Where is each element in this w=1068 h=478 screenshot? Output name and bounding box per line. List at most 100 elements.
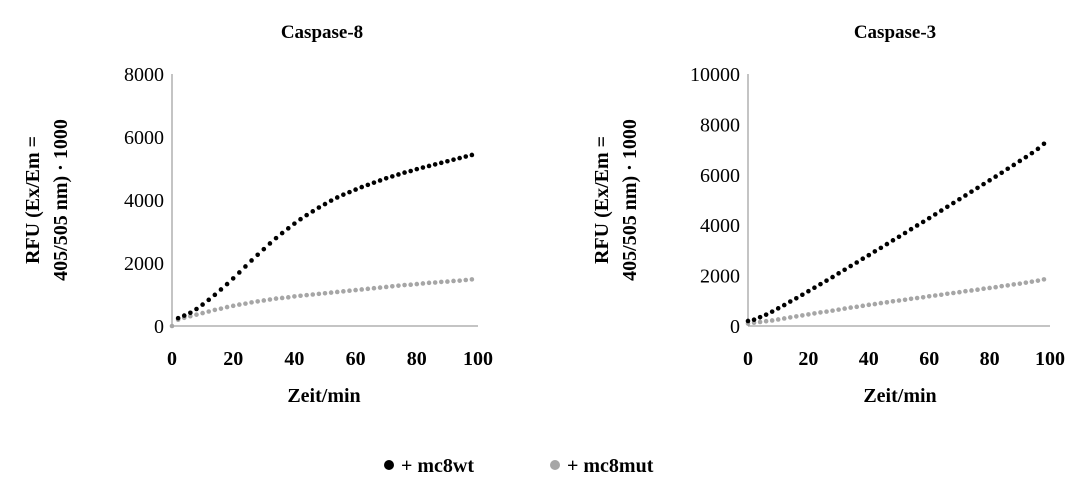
legend-label: + mc8mut xyxy=(567,455,654,477)
data-point-mc8wt xyxy=(273,235,279,241)
legend-label: + mc8wt xyxy=(401,455,474,477)
x-tick-label: 20 xyxy=(223,348,243,370)
data-point-mc8mut xyxy=(806,312,811,317)
data-point-mc8mut xyxy=(408,282,413,288)
data-point-mc8mut xyxy=(310,292,316,297)
data-point-mc8mut xyxy=(334,289,340,295)
data-point-mc8wt xyxy=(872,249,878,254)
data-point-mc8wt xyxy=(181,313,187,318)
y-axis-label: RFU (Ex/Em = 405/505 nm) · 1000 xyxy=(22,119,72,281)
data-point-mc8mut xyxy=(243,301,248,306)
data-point-mc8wt xyxy=(298,216,303,222)
data-point-mc8wt xyxy=(279,230,285,236)
data-points xyxy=(745,141,1047,326)
chart-caspase-3: Caspase-3 RFU (Ex/Em = 405/505 nm) · 100… xyxy=(591,22,1065,407)
data-point-mc8wt xyxy=(420,165,426,170)
x-axis-label: Zeit/min xyxy=(863,385,936,407)
x-tick-label: 60 xyxy=(919,348,939,370)
gray-dot-marker-icon xyxy=(550,460,560,470)
data-point-mc8wt xyxy=(957,196,962,202)
data-point-mc8mut xyxy=(951,290,956,296)
data-point-mc8wt xyxy=(292,221,297,226)
data-point-mc8wt xyxy=(787,299,793,304)
data-point-mc8mut xyxy=(890,299,896,304)
x-tick-label: 80 xyxy=(980,348,1000,370)
y-tick-label: 6000 xyxy=(700,165,740,187)
data-point-mc8mut xyxy=(981,286,986,292)
data-point-mc8mut xyxy=(279,295,285,301)
data-point-mc8wt xyxy=(993,174,998,179)
data-point-mc8mut xyxy=(298,293,303,299)
data-point-mc8mut xyxy=(292,294,297,299)
data-point-mc8wt xyxy=(304,212,309,218)
data-point-mc8wt xyxy=(334,195,340,200)
data-point-mc8wt xyxy=(757,314,763,320)
data-point-mc8mut xyxy=(769,318,775,323)
data-point-mc8wt xyxy=(224,281,230,287)
x-tick-label: 0 xyxy=(167,348,177,370)
data-point-mc8wt xyxy=(1005,166,1011,172)
y-tick-label: 0 xyxy=(730,316,740,338)
data-point-mc8mut xyxy=(1041,277,1047,282)
y-axis-label: RFU (Ex/Em = 405/505 nm) · 1000 xyxy=(591,119,641,281)
data-point-mc8wt xyxy=(914,223,920,228)
x-tick-label: 80 xyxy=(407,348,427,370)
data-point-mc8mut xyxy=(218,306,224,311)
data-point-mc8mut xyxy=(377,285,383,290)
x-tick-label: 100 xyxy=(1035,348,1065,370)
data-point-mc8wt xyxy=(926,215,932,221)
data-point-mc8wt xyxy=(963,193,968,198)
y-axis-label-line-1: RFU (Ex/Em = xyxy=(22,136,44,264)
data-point-mc8mut xyxy=(963,288,968,294)
data-point-mc8wt xyxy=(902,230,908,236)
data-point-mc8wt xyxy=(806,288,811,294)
data-point-mc8mut xyxy=(1011,282,1017,287)
data-point-mc8wt xyxy=(377,178,383,183)
y-tick-labels: 0 2000 4000 6000 8000 xyxy=(124,64,164,338)
data-points xyxy=(169,152,475,329)
data-point-mc8mut xyxy=(249,300,254,305)
data-point-mc8wt xyxy=(371,180,377,185)
data-point-mc8mut xyxy=(469,277,475,282)
data-point-mc8mut xyxy=(999,283,1004,289)
data-point-mc8wt xyxy=(794,295,799,301)
data-point-mc8wt xyxy=(938,208,944,213)
data-point-mc8mut xyxy=(812,311,817,316)
x-axis-label: Zeit/min xyxy=(287,385,360,407)
legend: + mc8wt + mc8mut xyxy=(384,455,654,477)
data-point-mc8mut xyxy=(860,303,866,309)
data-point-mc8wt xyxy=(396,172,401,177)
data-point-mc8wt xyxy=(469,152,475,158)
data-point-mc8mut xyxy=(957,289,962,295)
data-point-mc8wt xyxy=(402,170,407,175)
chart-title: Caspase-3 xyxy=(854,22,936,43)
x-tick-label: 0 xyxy=(743,348,753,370)
x-tick-label: 40 xyxy=(859,348,879,370)
data-point-mc8wt xyxy=(359,184,365,190)
y-tick-labels: 0 2000 4000 6000 8000 10000 xyxy=(690,64,740,338)
data-point-mc8mut xyxy=(932,293,938,298)
data-point-mc8mut xyxy=(836,307,841,312)
data-point-mc8mut xyxy=(224,304,230,310)
data-point-mc8wt xyxy=(347,189,352,195)
data-point-mc8wt xyxy=(981,181,986,187)
data-point-mc8mut xyxy=(212,307,218,313)
data-point-mc8mut xyxy=(800,313,805,318)
data-point-mc8mut xyxy=(1005,283,1011,288)
data-point-mc8wt xyxy=(866,252,872,258)
data-point-mc8wt xyxy=(414,166,420,172)
data-point-mc8mut xyxy=(463,277,469,283)
data-point-mc8wt xyxy=(890,238,896,243)
y-tick-label: 4000 xyxy=(700,215,740,237)
data-point-mc8mut xyxy=(169,323,175,329)
y-tick-label: 4000 xyxy=(124,190,164,212)
data-point-mc8mut xyxy=(902,297,908,303)
data-point-mc8wt xyxy=(328,198,334,203)
data-point-mc8wt xyxy=(310,209,316,214)
data-point-mc8mut xyxy=(1023,280,1029,285)
data-point-mc8mut xyxy=(1029,279,1035,284)
data-point-mc8mut xyxy=(261,298,267,303)
data-point-mc8wt xyxy=(800,292,805,298)
data-point-mc8wt xyxy=(848,263,853,269)
